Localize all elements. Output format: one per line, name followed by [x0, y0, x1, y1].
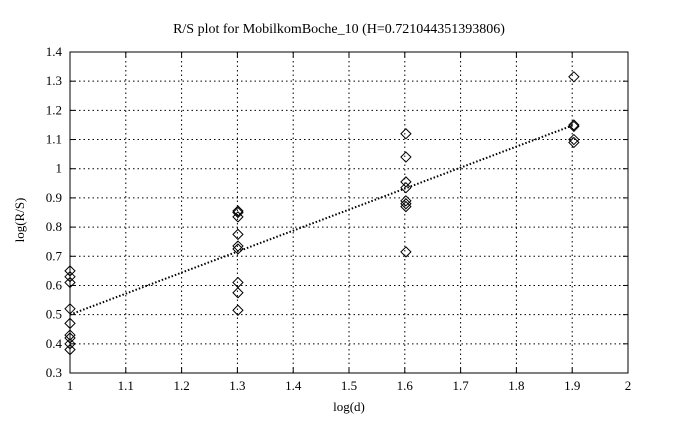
- y-tick-label: 1.4: [46, 44, 63, 59]
- x-tick-label: 1: [67, 378, 74, 393]
- x-tick-label: 1.8: [508, 378, 524, 393]
- y-tick-label: 1.3: [46, 73, 62, 88]
- data-point: [232, 304, 244, 316]
- x-tick-label: 1.4: [285, 378, 302, 393]
- data-point: [232, 228, 244, 241]
- data-point: [232, 211, 244, 223]
- data-point: [400, 200, 412, 213]
- data-point: [232, 243, 244, 255]
- data-point: [64, 317, 76, 330]
- data-point: [232, 276, 244, 289]
- x-axis-label: log(d): [333, 399, 365, 414]
- data-point: [400, 195, 412, 207]
- x-tick-label: 1.2: [173, 378, 189, 393]
- data-point: [568, 120, 580, 133]
- y-tick-label: 0.5: [46, 307, 62, 322]
- x-tick-label: 1.7: [452, 378, 469, 393]
- data-point: [400, 176, 412, 188]
- data-point: [568, 133, 580, 146]
- data-point: [400, 128, 412, 140]
- y-tick-label: 0.9: [46, 190, 62, 205]
- y-tick-label: 1: [56, 161, 63, 176]
- data-point: [64, 270, 76, 283]
- data-point: [568, 71, 580, 83]
- data-point: [64, 338, 76, 350]
- fit-line: [69, 124, 575, 316]
- data-point: [400, 246, 412, 258]
- data-point: [64, 276, 76, 289]
- data-point: [232, 287, 244, 299]
- x-tick-label: 1.6: [397, 378, 414, 393]
- y-axis-label: log(R/S): [12, 197, 27, 243]
- x-tick-label: 1.3: [229, 378, 245, 393]
- y-tick-label: 0.7: [46, 248, 63, 263]
- y-tick-label: 0.8: [46, 219, 62, 234]
- chart-title: R/S plot for MobilkomBoche_10 (H=0.72104…: [173, 22, 505, 37]
- data-point: [400, 151, 412, 163]
- plot-frame: [69, 51, 629, 374]
- data-point: [568, 119, 580, 131]
- data-point: [232, 206, 244, 219]
- x-tick-label: 1.1: [118, 378, 134, 393]
- data-point: [64, 303, 76, 315]
- x-tick-label: 2: [625, 378, 632, 393]
- data-point: [64, 329, 76, 341]
- y-tick-label: 0.3: [46, 365, 62, 380]
- data-point: [232, 240, 244, 252]
- y-tick-label: 0.4: [46, 336, 63, 351]
- data-point: [400, 181, 412, 194]
- x-tick-label: 1.5: [341, 378, 357, 393]
- y-tick-label: 0.6: [46, 277, 63, 292]
- x-tick-label: 1.9: [564, 378, 580, 393]
- data-point: [64, 265, 76, 277]
- data-point: [568, 136, 580, 149]
- data-point: [64, 343, 76, 356]
- data-point: [400, 198, 412, 210]
- y-tick-label: 1.1: [46, 132, 62, 147]
- data-point: [64, 332, 76, 344]
- y-tick-label: 1.2: [46, 102, 62, 117]
- data-point: [232, 205, 244, 217]
